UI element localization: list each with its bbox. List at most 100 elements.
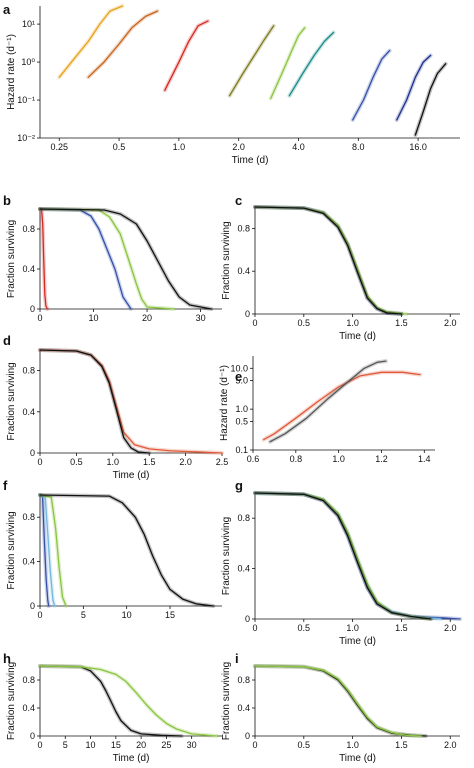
series-band xyxy=(253,491,433,621)
x-tick-label: 2.0 xyxy=(232,142,245,152)
panel-i: i 0 0.5 1.0 1.5 2.0 0 0.4 0.8 Time (d) Fraction su… xyxy=(221,651,460,764)
x-axis-label: Time (d) xyxy=(232,155,269,166)
y-tick-label: 10.0 xyxy=(230,363,248,373)
y-axis-label: Fraction surviving xyxy=(6,362,17,440)
series-line xyxy=(39,494,67,607)
x-tick-label: 0.5 xyxy=(298,623,311,633)
x-tick-label: 1.5 xyxy=(395,740,408,750)
series-line xyxy=(254,206,403,315)
y-tick-label: 0 xyxy=(30,731,35,741)
y-tick-label: 0 xyxy=(30,601,35,611)
series-band xyxy=(38,207,176,311)
series-band xyxy=(162,19,210,93)
x-tick-label: 2.0 xyxy=(179,457,192,467)
series-band xyxy=(38,207,133,311)
series-band xyxy=(38,348,224,455)
panel-c: c 0 0.5 1.0 1.5 2.0 0 0.4 0.8 Time (d) Fraction su… xyxy=(221,193,460,342)
x-axis-label: Time (d) xyxy=(113,753,150,764)
y-axis-label: Hazard rate (d⁻¹) xyxy=(6,34,17,110)
series-line xyxy=(254,665,427,737)
series-line xyxy=(396,54,432,121)
x-tick-label: 10 xyxy=(86,740,96,750)
series-line xyxy=(254,206,403,315)
y-tick-label: 0.4 xyxy=(22,407,35,417)
y-tick-label: 0.5 xyxy=(235,416,248,426)
x-axis-label: Time (d) xyxy=(339,331,376,342)
x-axis-label: Time (d) xyxy=(339,753,376,764)
y-axis-label: Fraction surviving xyxy=(221,662,232,740)
y-tick-label: 0.4 xyxy=(22,703,35,713)
series-line xyxy=(87,10,159,78)
panel-g: g 0 0.5 1.0 1.5 2.0 0 0.4 0.8 Time (d) Fraction su… xyxy=(221,478,462,647)
y-tick-label: 0.4 xyxy=(237,564,250,574)
panel-label-f: f xyxy=(3,478,8,493)
series-band xyxy=(253,491,443,621)
x-tick-label: 1.0 xyxy=(346,623,359,633)
series-line xyxy=(288,31,335,97)
x-tick-label: 4.0 xyxy=(292,142,305,152)
x-tick-label: 16.0 xyxy=(409,142,427,152)
x-tick-label: 30 xyxy=(196,313,206,323)
y-axis-label: Hazard rate (d⁻¹) xyxy=(219,365,230,441)
x-tick-label: 5 xyxy=(81,610,86,620)
y-axis-label: Fraction surviving xyxy=(221,517,232,595)
y-tick-label: 0.4 xyxy=(237,703,250,713)
series-band xyxy=(57,4,125,80)
x-tick-label: 0 xyxy=(252,623,257,633)
panel-h: h 0 5 10 15 20 25 30 0 0.4 0.8 Time (d) Fraction sur… xyxy=(3,651,222,764)
series-line xyxy=(254,665,422,737)
x-tick-label: 15 xyxy=(111,740,121,750)
series-band xyxy=(253,491,433,621)
series-line xyxy=(39,494,214,607)
x-tick-label: 0.6 xyxy=(247,454,260,464)
y-tick-label: 0.4 xyxy=(237,266,250,276)
series-line xyxy=(254,492,442,620)
x-tick-label: 0.8 xyxy=(290,454,303,464)
x-tick-label: 2.0 xyxy=(444,318,457,328)
x-tick-label: 1.5 xyxy=(395,623,408,633)
series-line xyxy=(269,360,387,443)
series-line xyxy=(39,208,132,310)
y-tick-label: 0.8 xyxy=(237,223,250,233)
x-tick-label: 2.0 xyxy=(444,623,457,633)
y-axis-label: Fraction surviving xyxy=(6,511,17,589)
y-tick-label: 0.8 xyxy=(22,366,35,376)
x-tick-label: 1.0 xyxy=(346,318,359,328)
series-band xyxy=(253,205,404,316)
y-axis-label: Fraction surviving xyxy=(221,221,232,299)
y-tick-label: 0.4 xyxy=(22,557,35,567)
series-band xyxy=(253,664,423,738)
y-tick-label: 0 xyxy=(245,309,250,319)
series-line xyxy=(254,492,432,620)
series-line xyxy=(39,208,49,310)
series-line xyxy=(39,665,183,737)
series-line xyxy=(228,25,275,97)
x-tick-label: 15 xyxy=(165,610,175,620)
series-band xyxy=(38,493,216,608)
x-tick-label: 0.5 xyxy=(70,457,83,467)
series-line xyxy=(39,349,223,454)
panel-b: b 0 10 20 30 0 0.4 0.8 Fraction surviving xyxy=(3,193,222,323)
series-line xyxy=(39,494,50,607)
series-band xyxy=(38,348,152,455)
x-tick-label: 0.5 xyxy=(113,142,126,152)
x-tick-label: 10 xyxy=(89,313,99,323)
x-tick-label: 2.0 xyxy=(444,740,457,750)
y-tick-label: 10⁻² xyxy=(17,133,35,143)
series-band xyxy=(253,664,428,738)
panel-f: f 0 5 10 15 0 0.4 0.8 Fraction surviving xyxy=(3,478,222,620)
series-line xyxy=(39,349,150,454)
y-axis-label: Fraction surviving xyxy=(6,220,17,298)
series-line xyxy=(164,20,209,91)
x-tick-label: 0 xyxy=(252,318,257,328)
y-tick-label: 10⁻¹ xyxy=(17,95,35,105)
x-tick-label: 1.0 xyxy=(173,142,186,152)
x-axis-label: Time (d) xyxy=(113,470,150,481)
y-axis-label: Fraction surviving xyxy=(6,662,17,740)
x-tick-label: 0.25 xyxy=(50,142,68,152)
y-tick-label: 0 xyxy=(30,448,35,458)
series-line xyxy=(352,49,391,121)
y-tick-label: 0 xyxy=(245,614,250,624)
series-line xyxy=(254,492,432,620)
